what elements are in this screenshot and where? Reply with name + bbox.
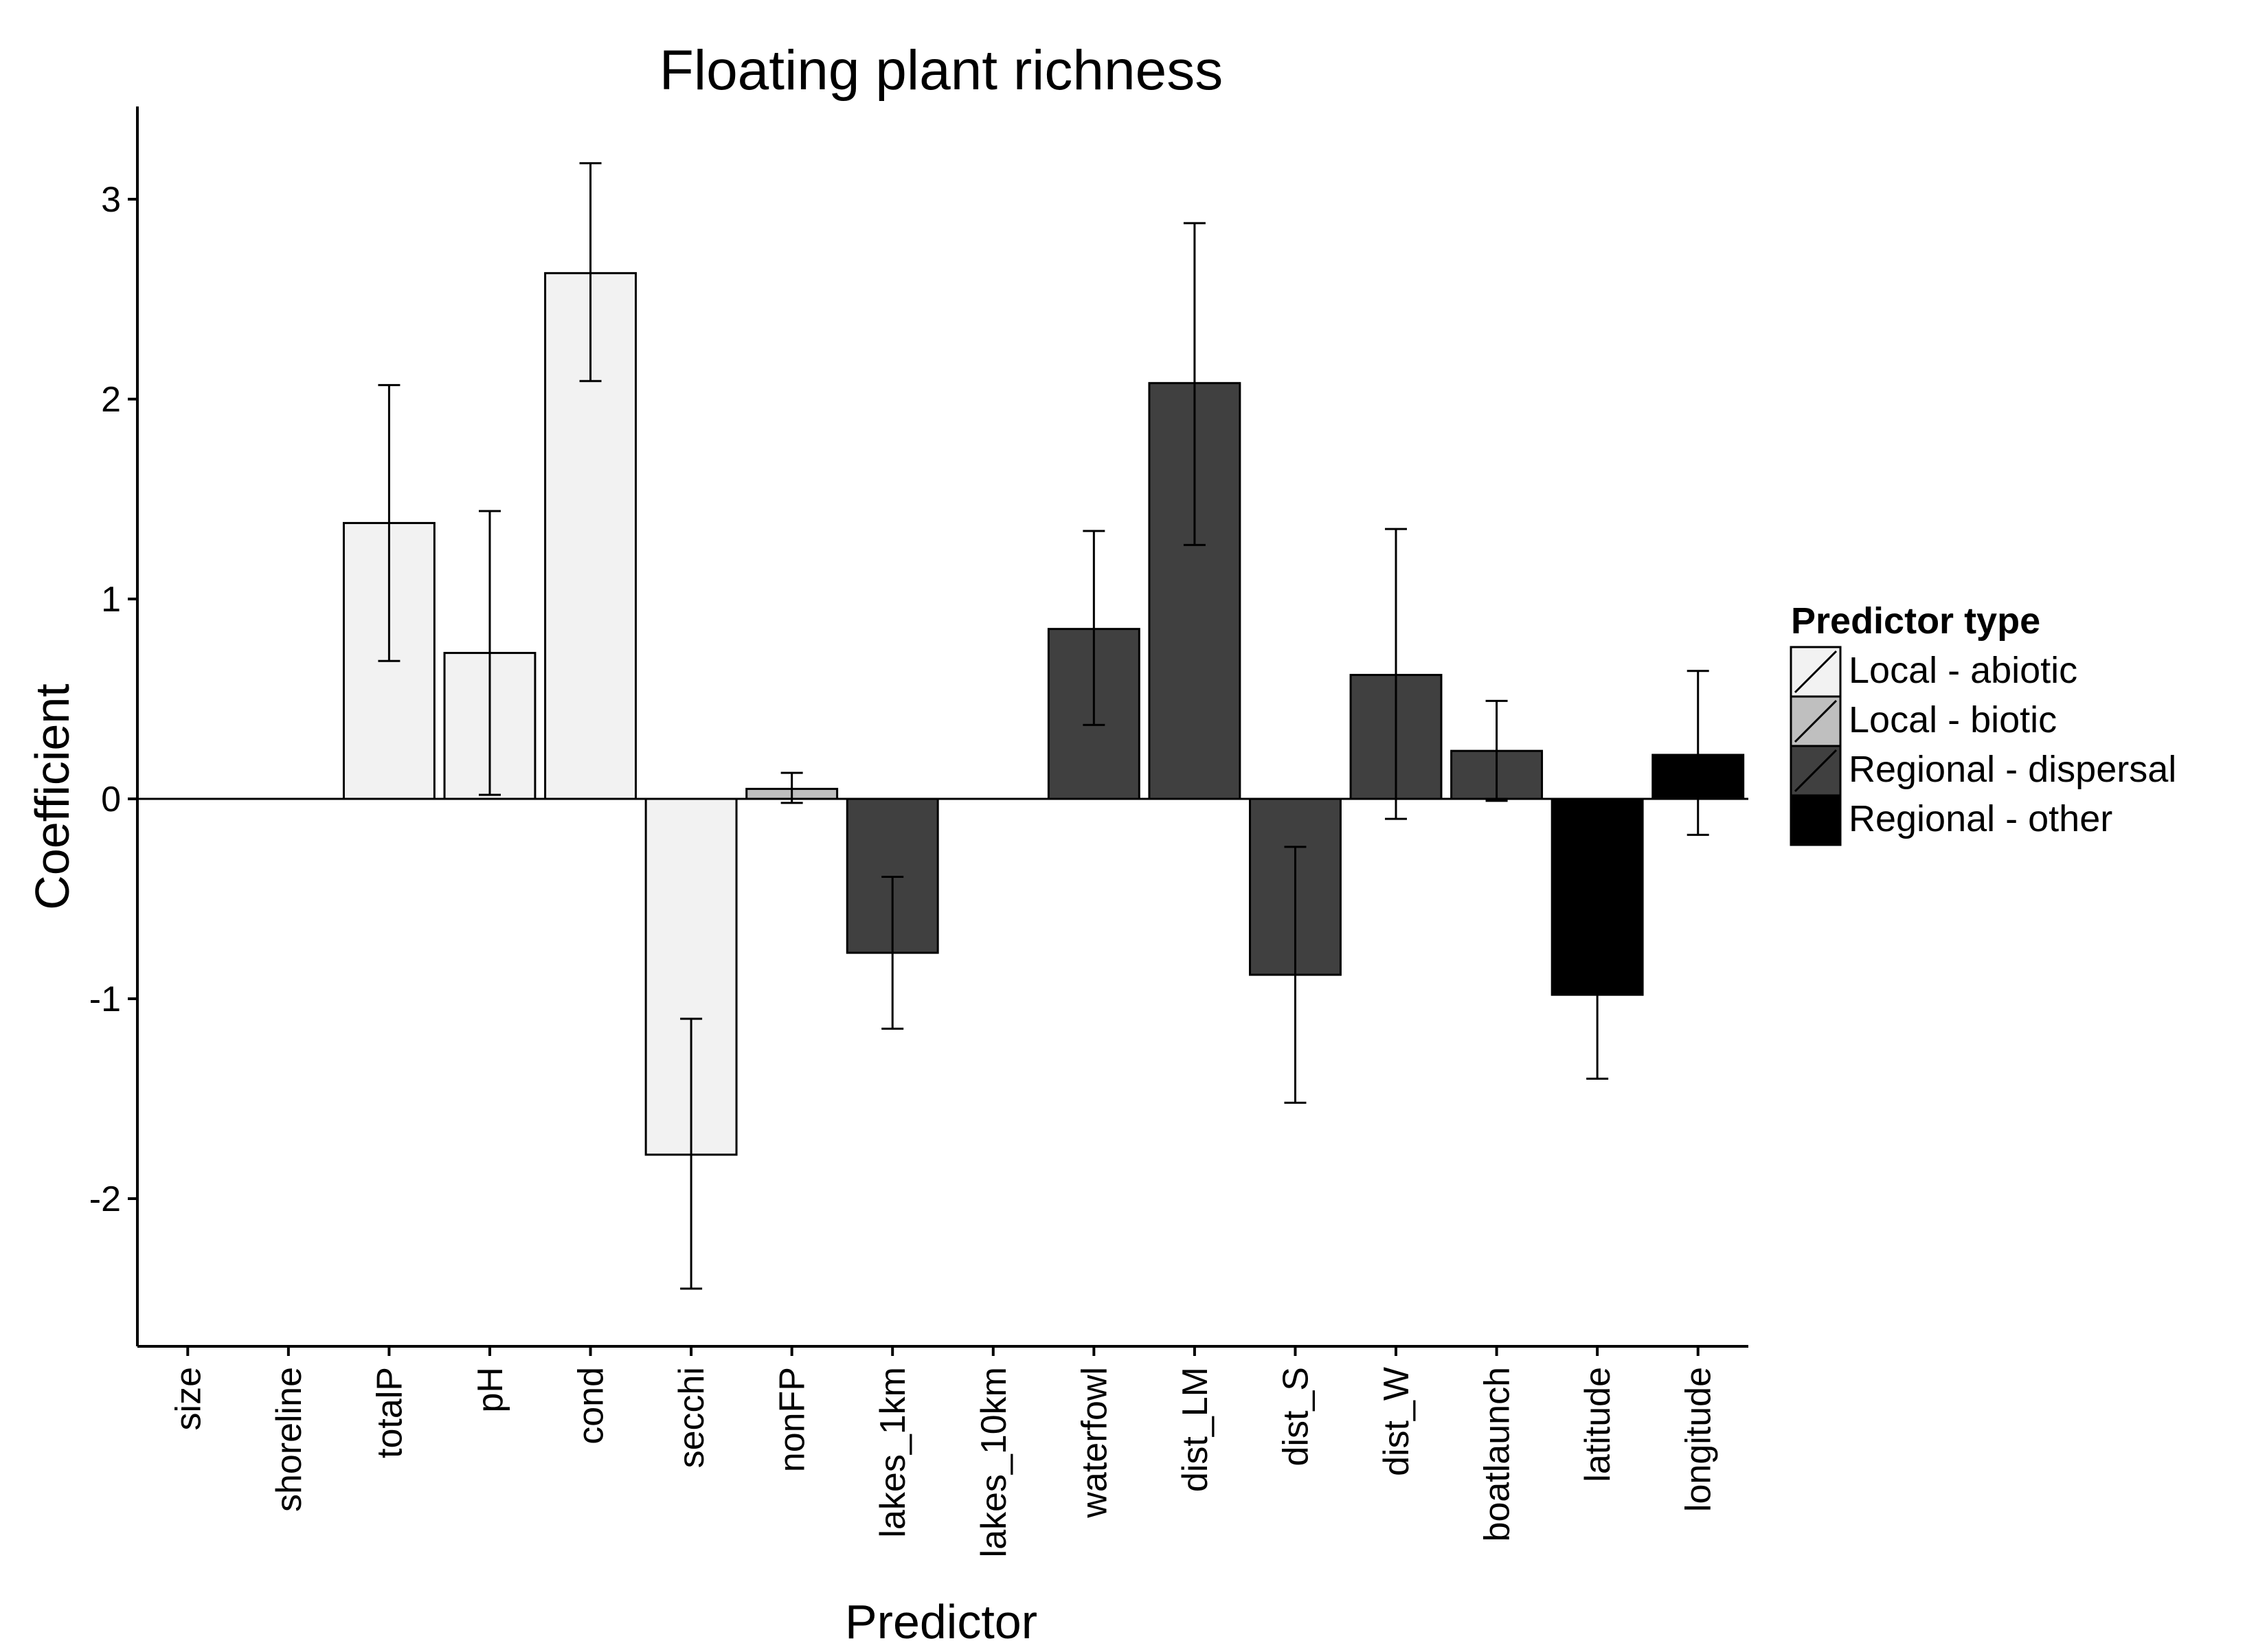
error-bar-dist_S bbox=[1284, 846, 1307, 1104]
x-tick-label-secchi: secchi bbox=[672, 1367, 712, 1468]
error-bar-cond bbox=[579, 162, 602, 383]
axes: -2 -1 0 1 2 3 size shoreline totalP pH cond secchi n… bbox=[89, 106, 1748, 1557]
x-tick-label-longitude: longitude bbox=[1679, 1367, 1719, 1512]
legend-label: Local - biotic bbox=[1849, 699, 2057, 740]
legend-label: Local - abiotic bbox=[1849, 650, 2077, 691]
legend-item-3: Regional - other bbox=[1790, 794, 2112, 846]
x-tick-label-dist_W: dist_W bbox=[1377, 1367, 1417, 1476]
error-bar-dist_W bbox=[1385, 528, 1408, 820]
x-tick-label-pH: pH bbox=[471, 1367, 510, 1412]
y-tick-label: 2 bbox=[101, 380, 121, 420]
error-bar-longitude bbox=[1687, 670, 1709, 836]
error-bar-latitude bbox=[1586, 909, 1609, 1080]
legend-key-slash bbox=[1794, 749, 1838, 793]
x-tick-label-cond: cond bbox=[572, 1367, 611, 1445]
x-tick-label-size: size bbox=[168, 1367, 208, 1430]
y-tick-label: 3 bbox=[101, 180, 121, 220]
legend-item-1: Local - biotic bbox=[1790, 695, 2057, 747]
x-tick-label-dist_S: dist_S bbox=[1276, 1367, 1316, 1467]
legend-key-slash bbox=[1794, 798, 1838, 842]
y-tick-label: -1 bbox=[89, 980, 121, 1019]
chart-title: Floating plant richness bbox=[659, 39, 1223, 102]
error-bar-secchi bbox=[680, 1017, 703, 1290]
x-tick-label-waterfowl: waterfowl bbox=[1074, 1367, 1114, 1519]
y-tick-label: -2 bbox=[89, 1179, 121, 1219]
x-tick-label-latitude: latitude bbox=[1578, 1367, 1618, 1482]
x-tick-label-nonFP: nonFP bbox=[773, 1367, 813, 1472]
y-tick-label: 0 bbox=[101, 780, 121, 819]
legend-key-slash bbox=[1794, 650, 1838, 694]
bars bbox=[342, 272, 1745, 1156]
legend-key-slash bbox=[1794, 699, 1838, 743]
x-tick-label-dist_LM: dist_LM bbox=[1175, 1367, 1215, 1492]
error-bar-lakes_1km bbox=[881, 875, 904, 1030]
x-tick-label-boatlaunch: boatlaunch bbox=[1478, 1367, 1518, 1541]
error-bars bbox=[378, 162, 1709, 1290]
error-bar-boatlaunch bbox=[1485, 699, 1508, 802]
y-tick-label: 1 bbox=[101, 580, 121, 620]
x-tick-label-shoreline: shoreline bbox=[269, 1367, 309, 1512]
x-tick-label-lakes_1km: lakes_1km bbox=[873, 1367, 913, 1538]
legend: Predictor type Local - abiotic Local - bi… bbox=[1790, 600, 2176, 846]
legend-label: Regional - other bbox=[1849, 798, 2112, 839]
x-tick-label-totalP: totalP bbox=[370, 1367, 409, 1458]
x-tick-label-lakes_10km: lakes_10km bbox=[974, 1367, 1014, 1557]
error-bar-nonFP bbox=[780, 771, 803, 804]
error-bar-pH bbox=[478, 510, 501, 796]
error-bar-waterfowl bbox=[1083, 530, 1105, 726]
x-axis-label: Predictor bbox=[845, 1595, 1037, 1649]
legend-item-2: Regional - dispersal bbox=[1790, 745, 2176, 797]
legend-item-0: Local - abiotic bbox=[1790, 646, 2077, 698]
legend-title: Predictor type bbox=[1791, 600, 2040, 642]
error-bar-dist_LM bbox=[1183, 222, 1206, 546]
error-bar-totalP bbox=[378, 384, 401, 662]
legend-label: Regional - dispersal bbox=[1849, 749, 2176, 790]
y-axis-label: Coefficient bbox=[25, 683, 79, 909]
